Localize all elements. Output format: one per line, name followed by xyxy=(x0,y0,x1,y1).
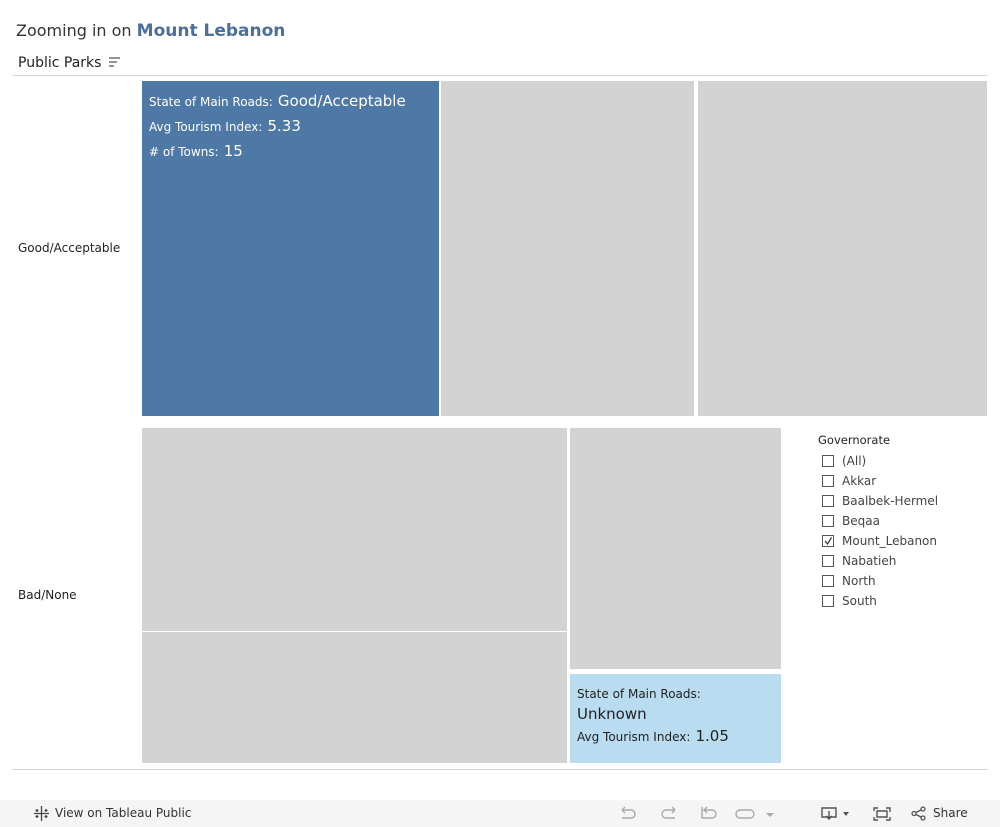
checkbox[interactable] xyxy=(822,555,834,567)
sort-icon[interactable] xyxy=(108,57,121,67)
checkbox[interactable] xyxy=(822,595,834,607)
filter-option[interactable]: Beqaa xyxy=(822,511,880,531)
field-value: 15 xyxy=(223,142,243,160)
check-mark xyxy=(824,537,833,546)
option-label: Akkar xyxy=(842,474,877,488)
checkbox[interactable] xyxy=(822,535,834,547)
tile-field: State of Main Roads: Unknown xyxy=(577,683,774,724)
field-value: Good/Acceptable xyxy=(277,92,406,110)
filter-option[interactable]: South xyxy=(822,591,877,611)
dashboard-title: Zooming in on Mount Lebanon xyxy=(16,21,285,41)
option-label: North xyxy=(842,574,876,588)
tile-field: State of Main Roads: Good/Acceptable xyxy=(149,91,432,112)
filter-option[interactable]: North xyxy=(822,571,876,591)
tile-field: Avg Tourism Index: 1.05 xyxy=(577,726,774,747)
filter-option[interactable]: Baalbek-Hermel xyxy=(822,491,938,511)
option-label: South xyxy=(842,594,877,608)
tile-field: Avg Tourism Index: 5.33 xyxy=(149,116,432,137)
toolbar: View on Tableau Public Share xyxy=(0,800,1000,827)
field-value: 5.33 xyxy=(267,117,301,135)
checkbox[interactable] xyxy=(822,495,834,507)
sheet-label: Public Parks xyxy=(18,55,121,71)
field-label: # of Towns: xyxy=(149,145,219,159)
download-fullscreen[interactable] xyxy=(820,805,900,823)
title-prefix: Zooming in on xyxy=(16,21,132,40)
filter-option[interactable]: Mount_Lebanon xyxy=(822,531,937,551)
field-label: State of Main Roads: xyxy=(149,95,273,109)
field-value: Unknown xyxy=(577,705,647,723)
treemap-tile[interactable] xyxy=(142,428,567,631)
filter-title: Governorate xyxy=(818,433,891,447)
filter-option[interactable]: Akkar xyxy=(822,471,876,491)
treemap-tile[interactable] xyxy=(142,632,567,763)
option-label: Baalbek-Hermel xyxy=(842,494,939,508)
filter-option[interactable]: (All) xyxy=(822,451,866,471)
treemap-tile[interactable] xyxy=(441,81,694,416)
checkbox[interactable] xyxy=(822,475,834,487)
footer-divider xyxy=(12,769,988,770)
field-label: State of Main Roads: xyxy=(577,687,701,701)
checkbox[interactable] xyxy=(822,455,834,467)
checkbox[interactable] xyxy=(822,515,834,527)
checkbox[interactable] xyxy=(822,575,834,587)
filter-option[interactable]: Nabatieh xyxy=(822,551,896,571)
check-path xyxy=(824,537,833,546)
option-label: Nabatieh xyxy=(842,554,897,568)
treemap-tile[interactable] xyxy=(698,81,987,416)
option-label: (All) xyxy=(842,454,867,468)
share-icon[interactable] xyxy=(911,806,927,821)
row-label: Bad/None xyxy=(18,588,77,602)
treemap-tile[interactable] xyxy=(570,428,781,669)
row-label: Good/Acceptable xyxy=(18,241,121,255)
view-on-public-link[interactable]: View on Tableau Public xyxy=(55,806,192,820)
treemap-tile[interactable]: State of Main Roads: Good/Acceptable Avg … xyxy=(142,81,439,416)
field-label: Avg Tourism Index: xyxy=(577,730,691,744)
title-highlight: Mount Lebanon xyxy=(136,21,286,41)
tile-fields: State of Main Roads: Unknown Avg Tourism I… xyxy=(570,674,781,759)
option-label: Beqaa xyxy=(842,514,880,528)
sheet-label-text: Public Parks xyxy=(18,55,102,71)
field-value: 1.05 xyxy=(695,727,729,745)
field-label: Avg Tourism Index: xyxy=(149,120,263,134)
treemap-tile[interactable]: State of Main Roads: Unknown Avg Tourism I… xyxy=(570,674,781,763)
tableau-icon xyxy=(34,806,49,821)
history-buttons[interactable] xyxy=(618,805,788,823)
tile-fields: State of Main Roads: Good/Acceptable Avg … xyxy=(142,81,439,176)
option-label: Mount_Lebanon xyxy=(842,534,937,548)
header-divider xyxy=(12,75,988,76)
share-button[interactable]: Share xyxy=(933,806,968,820)
tile-field: # of Towns: 15 xyxy=(149,141,432,162)
